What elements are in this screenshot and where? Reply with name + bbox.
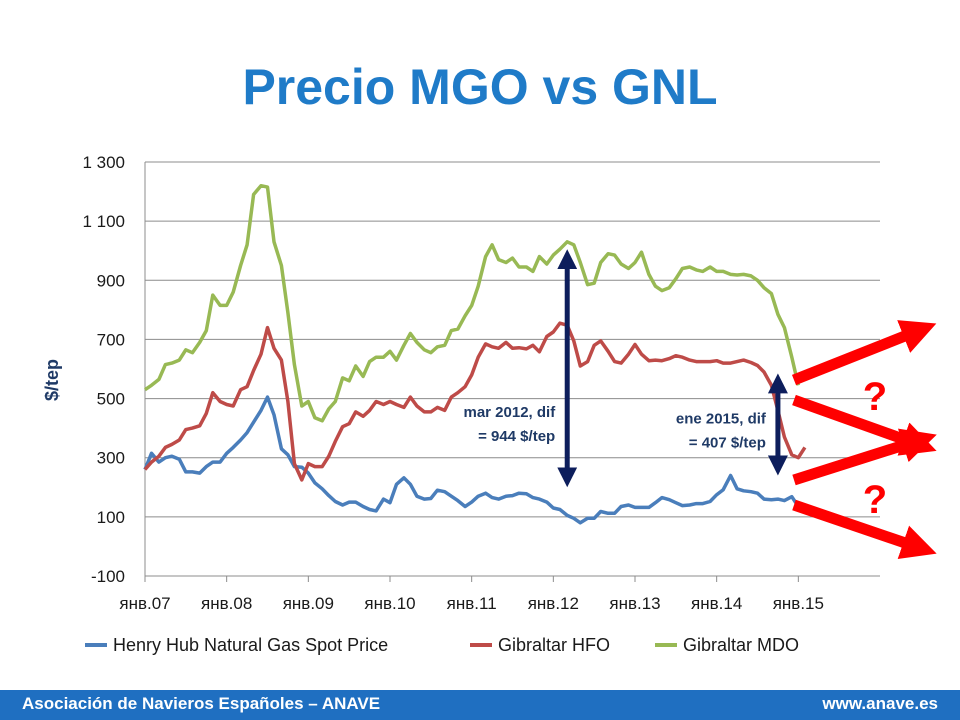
legend-label: Henry Hub Natural Gas Spot Price [113,635,388,655]
legend-item: Gibraltar MDO [655,635,799,655]
x-tick-label: янв.12 [528,594,579,613]
slide-title: Precio MGO vs GNL [242,59,718,115]
axes [144,162,880,582]
x-tick-label: янв.11 [447,594,497,613]
y-tick-label: 900 [97,271,125,290]
legend-label: Gibraltar MDO [683,635,799,655]
y-tick-label: 700 [97,330,125,349]
footer-bar: Asociación de Navieros Españoles – ANAVE… [0,690,960,720]
y-tick-label: -100 [91,567,125,586]
footer-website-link[interactable]: www.anave.es [822,694,938,713]
x-tick-label: янв.15 [773,594,824,613]
x-tick-label: янв.07 [119,594,170,613]
x-tick-label: янв.14 [691,594,742,613]
question-mark: ? [863,375,887,419]
annotation-text: mar 2012, dif [463,404,556,421]
x-tick-label: янв.08 [201,594,252,613]
projection-arrow [792,428,937,486]
legend-label: Gibraltar HFO [498,635,610,655]
annotation-text: ene 2015, dif [676,410,767,427]
series-line-2 [144,183,801,423]
annotation-text: = 944 $/tep [478,428,555,445]
annotations: mar 2012, dif = 944 $/tep ene 2015, dif = 4… [463,249,788,488]
series-lines [143,183,807,525]
series-line-0 [143,395,806,525]
legend-item: Gibraltar HFO [470,635,610,655]
y-tick-label: 500 [97,390,125,409]
x-tick-label: янв.13 [609,594,660,613]
projection-arrow [792,394,937,456]
footer-organization: Asociación de Navieros Españoles – ANAVE [22,694,381,713]
x-tick-labels: янв.07 янв.08 янв.09 янв.10 янв.11 янв.12 янв.… [119,594,824,613]
y-tick-label: 1 100 [82,212,125,231]
projection-arrow [792,499,937,559]
y-tick-labels: -100 100 300 500 700 900 1 100 1 300 [82,153,125,586]
legend: Henry Hub Natural Gas Spot Price Gibralta… [85,635,799,655]
red-arrows: ?? [791,320,937,559]
annotation-text: = 407 $/tep [689,434,766,451]
series-line-1 [143,321,807,482]
x-tick-label: янв.10 [364,594,415,613]
y-axis-label: $/tep [42,359,62,401]
y-tick-label: 100 [97,508,125,527]
x-tick-label: янв.09 [283,594,334,613]
legend-item: Henry Hub Natural Gas Spot Price [85,635,388,655]
y-tick-label: 1 300 [82,153,125,172]
gridlines [145,161,880,518]
question-mark: ? [863,478,887,522]
projection-arrow [791,320,937,386]
y-tick-label: 300 [97,449,125,468]
